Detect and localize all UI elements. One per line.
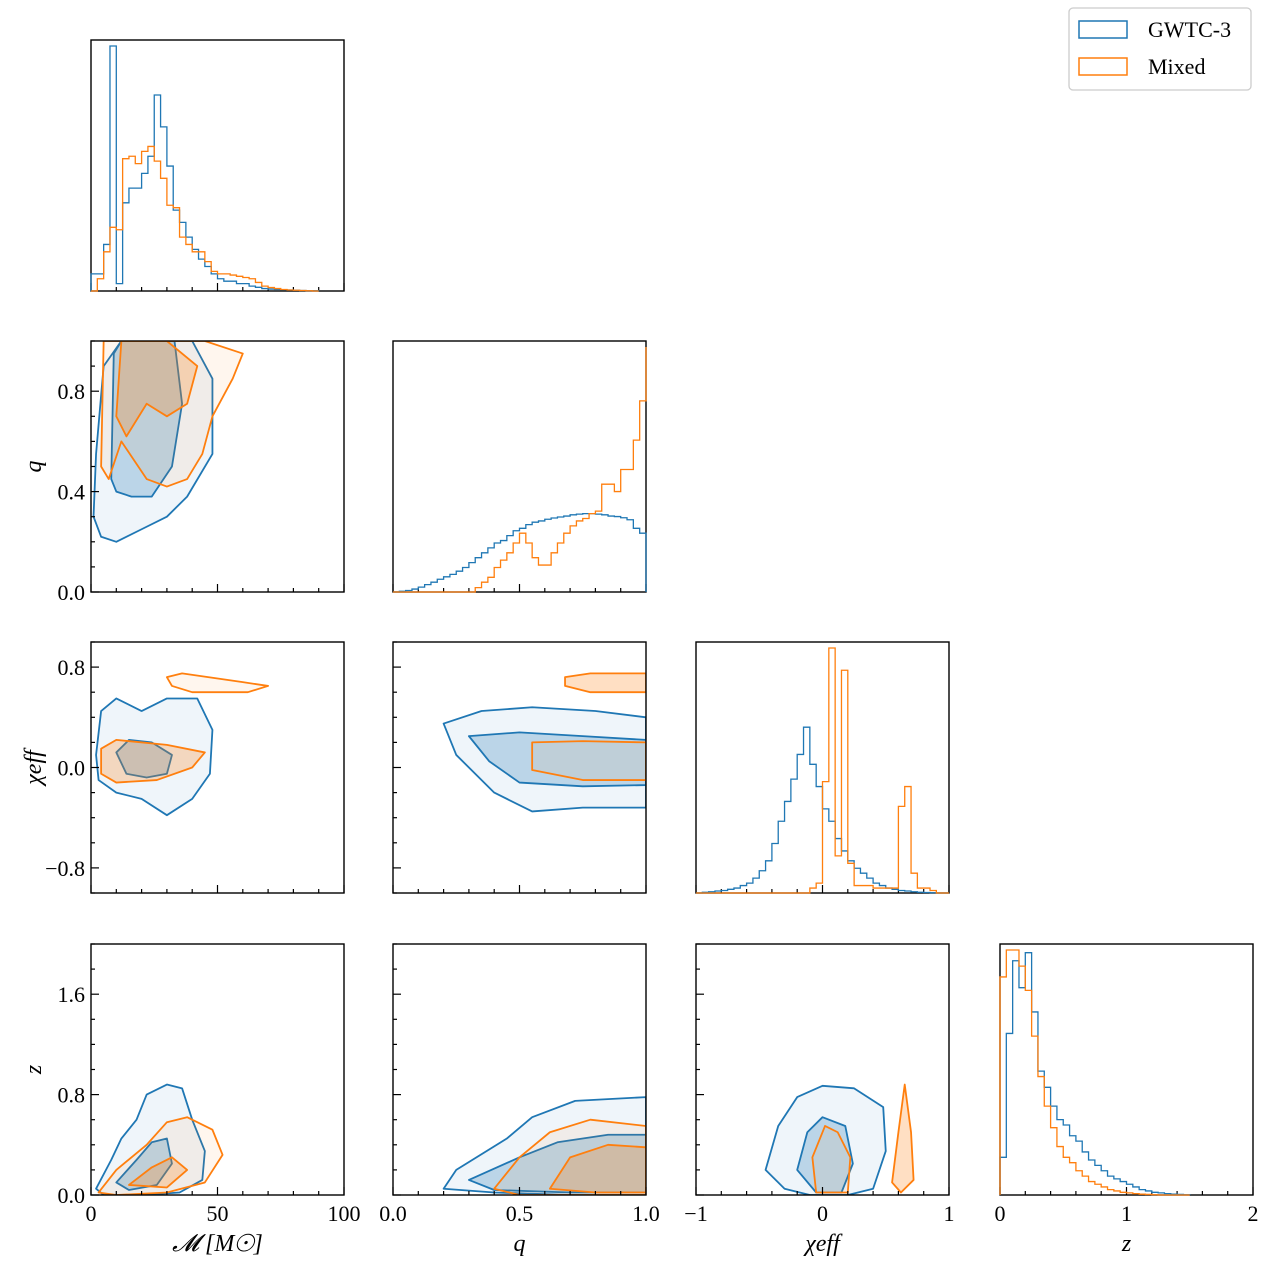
contour-inner-mixed bbox=[115, 341, 199, 438]
contour-outer-mixed bbox=[531, 740, 646, 781]
x-tick-label: 0.0 bbox=[379, 1201, 407, 1226]
y-axis-label: χeff bbox=[21, 747, 47, 787]
panel-frame bbox=[392, 943, 647, 1196]
contour-inner-gwtc-3 bbox=[467, 731, 646, 788]
y-axis-label: q bbox=[21, 461, 47, 473]
panel-q-mc: 0.0 0.4 0.8 q bbox=[21, 340, 345, 605]
plot-layer: 0 1 2 z 0.0 0.4 0.8 q −0.8 0.0 0.8 χeff 0.0 0.8 1.6 z 0 5… bbox=[21, 39, 1259, 1257]
y-tick-label: 0.8 bbox=[58, 1083, 86, 1108]
panel-z-z: 0 1 2 z bbox=[995, 943, 1259, 1257]
panel-frame bbox=[90, 943, 345, 1196]
legend-frame bbox=[1068, 7, 1252, 91]
contour-group bbox=[442, 1096, 646, 1195]
contour-inner-mixed bbox=[128, 1156, 189, 1189]
contour-group bbox=[95, 1083, 224, 1195]
contour-outer-gwtc-3 bbox=[764, 1084, 887, 1195]
x-tick-label: 2 bbox=[1248, 1201, 1259, 1226]
panel-frame bbox=[90, 340, 345, 593]
contour-inner-mixed bbox=[100, 738, 206, 784]
contour-group bbox=[764, 1083, 915, 1195]
contour-outer-mixed bbox=[97, 1116, 224, 1195]
x-tick-label: 1.0 bbox=[632, 1201, 660, 1226]
x-tick-label: −1 bbox=[684, 1201, 707, 1226]
y-tick-label: 0.4 bbox=[58, 480, 86, 505]
contour-inner-gwtc-3 bbox=[115, 1137, 173, 1191]
x-tick-label: 50 bbox=[207, 1201, 229, 1226]
contour-group bbox=[95, 672, 270, 817]
x-tick-label: 0 bbox=[995, 1201, 1006, 1226]
x-tick-label: 1 bbox=[1121, 1201, 1132, 1226]
panel-chi-q bbox=[392, 641, 647, 894]
hist-step-mixed bbox=[696, 647, 949, 894]
panel-mc-mc bbox=[90, 39, 345, 292]
contour-inner-mixed bbox=[564, 672, 646, 694]
x-tick-label: 0.5 bbox=[506, 1201, 534, 1226]
panel-z-mc: 0.0 0.8 1.6 z 0 50 100 𝓜 [M☉] bbox=[21, 943, 361, 1257]
x-tick-label: 0 bbox=[86, 1201, 97, 1226]
y-axis-label: z bbox=[21, 1064, 47, 1075]
panel-frame bbox=[392, 641, 647, 894]
x-axis-label: χeff bbox=[803, 1231, 843, 1257]
panel-chi-mc: −0.8 0.0 0.8 χeff bbox=[21, 641, 345, 894]
x-axis-label: q bbox=[514, 1231, 526, 1257]
panel-frame bbox=[695, 641, 950, 894]
y-tick-label: 0.0 bbox=[58, 580, 86, 605]
contour-outer-mixed bbox=[165, 672, 270, 694]
x-tick-label: 0 bbox=[817, 1201, 828, 1226]
contour-group bbox=[442, 672, 646, 813]
y-tick-label: 0.0 bbox=[58, 756, 86, 781]
legend-label-gwtc3: GWTC-3 bbox=[1148, 17, 1231, 42]
contour-outer-gwtc-3 bbox=[92, 341, 214, 543]
contour-inner-gwtc-3 bbox=[110, 341, 183, 498]
contour-outer-gwtc-3 bbox=[442, 1096, 646, 1195]
legend-swatch-mixed bbox=[1078, 57, 1128, 76]
panel-q-q bbox=[392, 340, 647, 593]
y-tick-label: −0.8 bbox=[45, 856, 85, 881]
contour-inner-gwtc-3 bbox=[115, 738, 173, 779]
panel-frame bbox=[392, 340, 647, 593]
contour-inner-mixed bbox=[891, 1083, 915, 1194]
hist-step-gwtc-3 bbox=[999, 952, 1191, 1196]
hist-step-mixed bbox=[91, 145, 319, 292]
panel-chi-chi bbox=[695, 641, 950, 894]
panel-frame bbox=[90, 641, 345, 894]
hist-step-mixed bbox=[393, 347, 647, 593]
x-tick-label: 1 bbox=[944, 1201, 955, 1226]
y-tick-label: 0.8 bbox=[58, 655, 86, 680]
x-axis-label: z bbox=[1121, 1231, 1132, 1257]
panel-frame bbox=[695, 943, 950, 1196]
x-axis-label: 𝓜 [M☉] bbox=[172, 1231, 263, 1257]
y-tick-label: 0.8 bbox=[58, 379, 86, 404]
x-tick-label: 100 bbox=[328, 1201, 361, 1226]
legend: GWTC-3 Mixed bbox=[1068, 7, 1252, 91]
contour-group bbox=[92, 341, 244, 543]
legend-swatch-gwtc3 bbox=[1078, 20, 1128, 39]
hist-step-mixed bbox=[999, 949, 1190, 1196]
legend-label-mixed: Mixed bbox=[1148, 54, 1205, 79]
hist-step-gwtc-3 bbox=[393, 512, 647, 593]
y-tick-label: 1.6 bbox=[58, 982, 86, 1007]
y-tick-label: 0.0 bbox=[58, 1183, 86, 1208]
contour-outer-gwtc-3 bbox=[95, 697, 214, 817]
panel-frame bbox=[90, 39, 345, 292]
panel-z-chi: −1 0 1 χeff bbox=[684, 943, 955, 1257]
panel-z-q: 0.0 0.5 1.0 q bbox=[379, 943, 660, 1257]
